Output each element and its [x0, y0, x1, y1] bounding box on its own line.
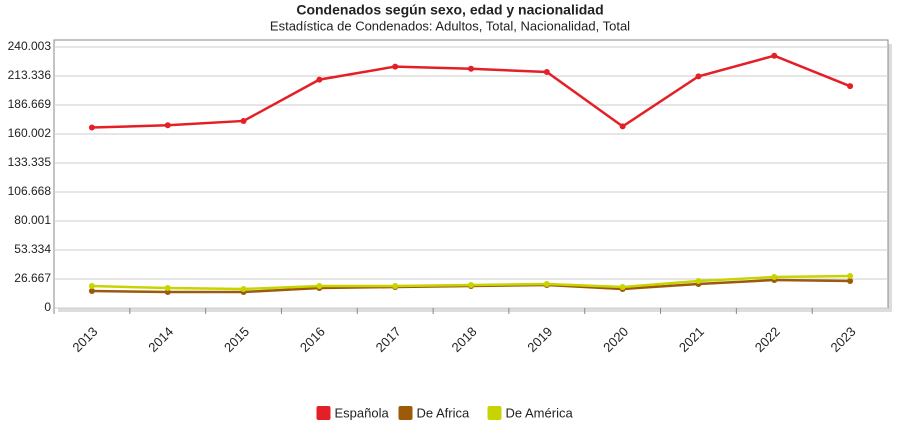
x-tick-label: 2013 [69, 324, 100, 355]
x-tick-label: 2014 [145, 324, 176, 355]
y-tick-label: 133.335 [8, 155, 52, 169]
y-tick-label: 53.334 [14, 242, 51, 256]
data-point [468, 65, 474, 72]
y-tick-label: 80.001 [14, 213, 51, 227]
legend-label: De Africa [417, 405, 471, 420]
data-point [392, 63, 399, 70]
legend-label: De América [506, 405, 574, 420]
data-point [543, 69, 550, 76]
data-point [847, 273, 854, 280]
data-point [392, 283, 399, 290]
y-tick-label: 160.002 [8, 126, 52, 140]
y-tick-label: 106.668 [8, 184, 52, 198]
data-point [240, 117, 247, 124]
x-tick-label: 2020 [600, 324, 631, 355]
data-point [164, 122, 171, 129]
data-point [847, 278, 854, 285]
x-tick-label: 2021 [676, 324, 707, 355]
data-point [771, 52, 778, 59]
data-point [88, 283, 95, 290]
legend-swatch [398, 406, 413, 420]
x-tick-label: 2019 [524, 324, 555, 355]
data-point [619, 284, 626, 291]
x-tick-label: 2015 [221, 324, 252, 355]
data-point [771, 274, 778, 281]
y-tick-label: 213.336 [8, 68, 52, 82]
data-point [88, 124, 95, 131]
chart-title: Condenados según sexo, edad y nacionalid… [296, 2, 603, 18]
data-point [88, 288, 95, 295]
legend-swatch [487, 406, 502, 420]
data-point [543, 280, 550, 287]
data-point [847, 83, 854, 90]
chart-subtitle: Estadística de Condenados: Adultos, Tota… [270, 18, 630, 33]
x-tick-label: 2017 [373, 324, 404, 355]
data-point [695, 278, 702, 285]
y-tick-label: 240.003 [8, 39, 52, 53]
y-tick-label: 186.669 [8, 97, 52, 111]
legend-swatch [316, 406, 331, 420]
x-tick-label: 2023 [828, 324, 859, 355]
x-tick-label: 2018 [448, 324, 479, 355]
x-tick-label: 2016 [297, 324, 328, 355]
data-point [619, 123, 626, 130]
data-point [164, 284, 171, 291]
data-point [316, 76, 323, 83]
y-tick-label: 0 [44, 300, 51, 314]
y-tick-label: 26.667 [14, 271, 51, 285]
legend-label: Española [335, 405, 390, 420]
x-tick-label: 2022 [752, 324, 783, 355]
plot-frame [53, 39, 889, 309]
data-point [240, 285, 247, 292]
data-point [316, 283, 323, 290]
data-point [468, 282, 474, 289]
data-point [695, 73, 702, 80]
